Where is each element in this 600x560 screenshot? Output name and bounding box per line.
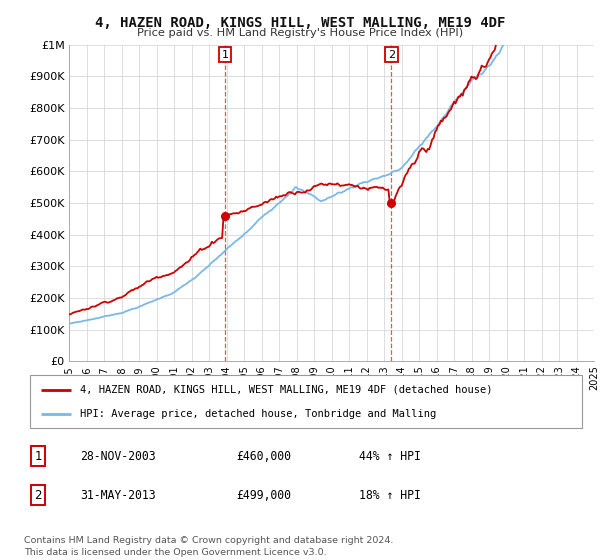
Text: 1: 1 <box>221 49 229 59</box>
Text: 1: 1 <box>34 450 42 463</box>
Text: Price paid vs. HM Land Registry's House Price Index (HPI): Price paid vs. HM Land Registry's House … <box>137 28 463 38</box>
Text: £460,000: £460,000 <box>236 450 291 463</box>
Text: 31-MAY-2013: 31-MAY-2013 <box>80 489 155 502</box>
Text: 4, HAZEN ROAD, KINGS HILL, WEST MALLING, ME19 4DF: 4, HAZEN ROAD, KINGS HILL, WEST MALLING,… <box>95 16 505 30</box>
Text: Contains HM Land Registry data © Crown copyright and database right 2024.
This d: Contains HM Land Registry data © Crown c… <box>24 536 394 557</box>
Text: 2: 2 <box>388 49 395 59</box>
Text: £499,000: £499,000 <box>236 489 291 502</box>
Text: 28-NOV-2003: 28-NOV-2003 <box>80 450 155 463</box>
FancyBboxPatch shape <box>30 375 582 428</box>
Text: 2: 2 <box>34 489 42 502</box>
Text: HPI: Average price, detached house, Tonbridge and Malling: HPI: Average price, detached house, Tonb… <box>80 409 436 419</box>
Text: 18% ↑ HPI: 18% ↑ HPI <box>359 489 421 502</box>
Text: 44% ↑ HPI: 44% ↑ HPI <box>359 450 421 463</box>
Text: 4, HAZEN ROAD, KINGS HILL, WEST MALLING, ME19 4DF (detached house): 4, HAZEN ROAD, KINGS HILL, WEST MALLING,… <box>80 385 492 395</box>
